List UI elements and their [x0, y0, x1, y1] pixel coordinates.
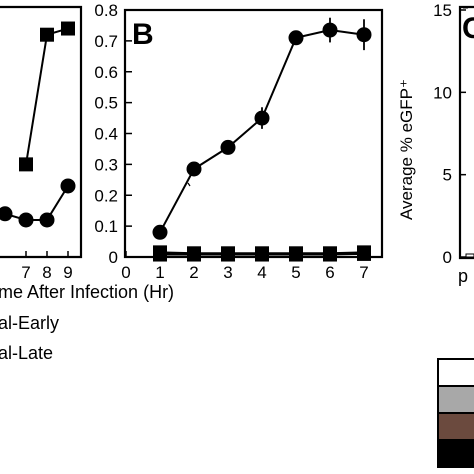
panel-b-y-tick-label: 0.7 — [94, 32, 118, 51]
panel-a-x-tick-label: 9 — [63, 263, 72, 282]
panel-b-x-tick-label: 7 — [359, 263, 368, 282]
panel-c-y-tick-label: 10 — [433, 83, 452, 102]
panel-b-circle-point — [288, 30, 304, 46]
x-axis-label: me After Infection (Hr) — [0, 282, 174, 302]
panel-b-x-tick-label: 2 — [189, 263, 198, 282]
panel-b-y-tick-label: 0.2 — [94, 186, 118, 205]
panel-c-legend-swatch — [437, 439, 474, 468]
panel-b: B 0 0.1 0.2 0.3 0.4 0.5 0.6 0.7 0.8 0 1 2 3 4 5 6 7 — [94, 1, 384, 282]
panel-b-y-ticks: 0 0.1 0.2 0.3 0.4 0.5 0.6 0.7 0.8 — [94, 1, 132, 267]
panel-c-y-axis-label: Average % eGFP⁺ — [397, 79, 416, 220]
panel-a-series-line — [25, 27, 69, 165]
panel-c-frame — [458, 5, 474, 260]
panel-b-x-tick-label: 0 — [121, 263, 130, 282]
panel-b-circle-point — [356, 27, 372, 43]
panel-b-square-point — [153, 245, 167, 260]
panel-c-y-tick-label: 15 — [433, 1, 452, 20]
panel-b-circle-point — [322, 22, 338, 38]
panel-b-square-point — [323, 246, 337, 261]
panel-a-square-point — [40, 27, 54, 42]
panel-b-circle-point — [254, 110, 270, 126]
panel-b-y-tick-label: 0.3 — [94, 155, 118, 174]
panel-c-y-tick-label: 5 — [443, 166, 452, 185]
panel-a-circle-point — [39, 212, 55, 228]
panel-b-stray-mark — [187, 182, 191, 187]
panel-b-square-point — [221, 246, 235, 261]
panel-b-x-tick-label: 5 — [291, 263, 300, 282]
panel-b-x-tick-label: 6 — [325, 263, 334, 282]
panel-a-x-tick-label: 7 — [21, 263, 30, 282]
panel-c-legend-swatch — [437, 412, 474, 441]
panel-c-y-tick-label: 0 — [443, 248, 452, 267]
panel-a-square-point — [19, 157, 33, 172]
panel-b-x-tick-label: 3 — [223, 263, 232, 282]
panel-b-square-point — [357, 245, 371, 260]
panel-b-letter: B — [132, 18, 154, 51]
panel-b-frame — [123, 8, 384, 259]
panel-a-x-tick-label: 8 — [42, 263, 51, 282]
panel-b-y-tick-label: 0 — [109, 248, 118, 267]
panel-c-legend-swatches — [437, 358, 474, 468]
panel-b-y-tick-label: 0.4 — [94, 125, 118, 144]
panel-c-x-tick-fragment: p — [458, 266, 468, 286]
panel-b-x-tick-label: 4 — [257, 263, 266, 282]
panel-c-legend-swatch — [437, 358, 474, 387]
panel-b-circle-point — [152, 224, 168, 240]
panel-b-y-tick-label: 0.8 — [94, 1, 118, 20]
panel-c-baseline-bar — [465, 253, 474, 258]
panel-a-circle-point — [60, 178, 76, 194]
panel-a-frame — [0, 5, 83, 259]
legend-late-label: al-Late — [0, 343, 53, 363]
panel-c-letter: C — [462, 12, 474, 45]
panel-c-y-ticks: 0 5 10 15 — [433, 1, 466, 267]
legend-early-label: al-Early — [0, 313, 59, 333]
panel-a-marks — [0, 21, 76, 228]
panel-b-square-point — [255, 246, 269, 261]
panel-b-marks — [152, 17, 372, 262]
panel-a-circle-point — [18, 212, 34, 228]
panel-b-y-tick-label: 0.5 — [94, 94, 118, 113]
panel-b-y-tick-label: 0.6 — [94, 63, 118, 82]
panel-c: C 0 5 10 15 Average % eGFP⁺ p — [397, 1, 474, 468]
panel-b-circle-point — [186, 161, 202, 177]
panel-a-circle-point — [0, 206, 13, 222]
panel-a-square-point — [61, 21, 75, 36]
panel-b-y-tick-label: 0.1 — [94, 217, 118, 236]
panel-b-square-point — [289, 246, 303, 261]
panel-b-series-line — [159, 29, 365, 233]
panel-b-circle-point — [220, 139, 236, 155]
panel-b-x-tick-label: 1 — [155, 263, 164, 282]
panel-c-legend-swatch — [437, 385, 474, 414]
panel-b-square-point — [187, 246, 201, 261]
panel-a-series-line — [4, 185, 69, 221]
